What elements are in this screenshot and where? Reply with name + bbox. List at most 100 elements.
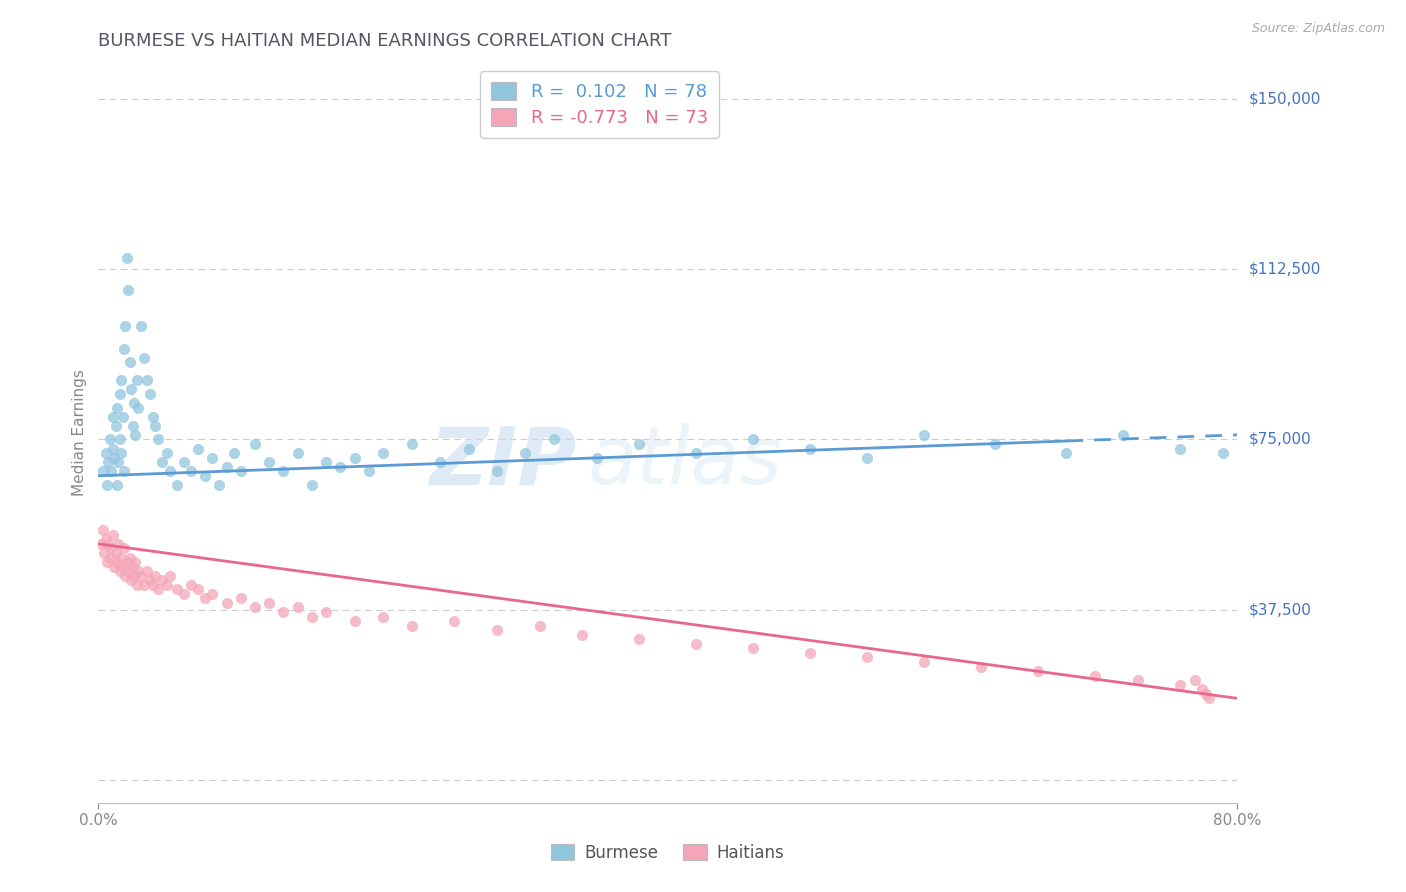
Text: $150,000: $150,000 — [1249, 91, 1320, 106]
Point — [115, 251, 138, 265]
Point — [105, 555, 128, 569]
Point — [301, 478, 323, 492]
Point — [343, 614, 366, 628]
Y-axis label: Median Earnings: Median Earnings — [72, 369, 87, 496]
Point — [273, 605, 295, 619]
Point — [343, 450, 366, 465]
Point — [301, 609, 323, 624]
Point — [141, 578, 163, 592]
Point — [159, 464, 181, 478]
Point — [215, 596, 238, 610]
Point — [91, 523, 114, 537]
Point — [108, 387, 131, 401]
Point — [912, 655, 935, 669]
Point — [571, 628, 593, 642]
Point — [159, 568, 181, 582]
Point — [152, 455, 174, 469]
Point — [104, 418, 127, 433]
Point — [799, 442, 821, 456]
Point — [229, 464, 252, 478]
Point — [173, 455, 195, 469]
Point — [1184, 673, 1206, 688]
Point — [215, 459, 238, 474]
Point — [101, 409, 124, 424]
Point — [135, 373, 157, 387]
Point — [135, 564, 157, 578]
Point — [742, 433, 765, 447]
Point — [585, 450, 607, 465]
Point — [373, 446, 395, 460]
Point — [243, 437, 266, 451]
Point — [108, 433, 131, 447]
Point — [856, 450, 879, 465]
Point — [970, 659, 993, 673]
Point — [91, 464, 114, 478]
Point — [127, 564, 149, 578]
Point — [180, 578, 202, 592]
Point — [486, 464, 509, 478]
Point — [105, 401, 128, 415]
Point — [118, 355, 141, 369]
Point — [124, 555, 146, 569]
Point — [100, 464, 122, 478]
Point — [104, 546, 127, 560]
Point — [112, 541, 135, 556]
Point — [1170, 442, 1192, 456]
Point — [125, 578, 148, 592]
Point — [114, 318, 136, 333]
Point — [515, 446, 537, 460]
Point — [373, 609, 395, 624]
Point — [1212, 446, 1234, 460]
Point — [93, 546, 115, 560]
Point — [543, 433, 565, 447]
Point — [124, 428, 146, 442]
Point — [103, 559, 125, 574]
Point — [201, 587, 224, 601]
Point — [486, 624, 509, 638]
Point — [222, 446, 245, 460]
Point — [121, 559, 143, 574]
Point — [101, 528, 124, 542]
Point — [122, 568, 145, 582]
Point — [127, 401, 149, 415]
Text: $112,500: $112,500 — [1249, 261, 1320, 277]
Point — [208, 478, 231, 492]
Point — [187, 582, 209, 597]
Point — [1198, 691, 1220, 706]
Point — [97, 537, 120, 551]
Point — [1191, 682, 1213, 697]
Text: ZIP: ZIP — [429, 423, 576, 501]
Point — [145, 568, 167, 582]
Point — [148, 433, 170, 447]
Point — [287, 446, 309, 460]
Point — [429, 455, 451, 469]
Point — [98, 433, 121, 447]
Point — [180, 464, 202, 478]
Point — [121, 418, 143, 433]
Point — [1056, 446, 1078, 460]
Point — [1126, 673, 1149, 688]
Point — [120, 383, 142, 397]
Point — [856, 650, 879, 665]
Point — [110, 446, 132, 460]
Text: $37,500: $37,500 — [1249, 602, 1312, 617]
Point — [118, 550, 141, 565]
Point — [90, 537, 112, 551]
Point — [984, 437, 1007, 451]
Point — [357, 464, 380, 478]
Point — [628, 437, 651, 451]
Point — [628, 632, 651, 647]
Point — [243, 600, 266, 615]
Point — [110, 550, 132, 565]
Point — [529, 618, 551, 632]
Point — [132, 351, 155, 365]
Point — [685, 446, 707, 460]
Point — [742, 641, 765, 656]
Point — [97, 455, 120, 469]
Point — [111, 559, 134, 574]
Point — [129, 568, 152, 582]
Point — [287, 600, 309, 615]
Point — [166, 582, 188, 597]
Text: Source: ZipAtlas.com: Source: ZipAtlas.com — [1251, 22, 1385, 36]
Point — [229, 591, 252, 606]
